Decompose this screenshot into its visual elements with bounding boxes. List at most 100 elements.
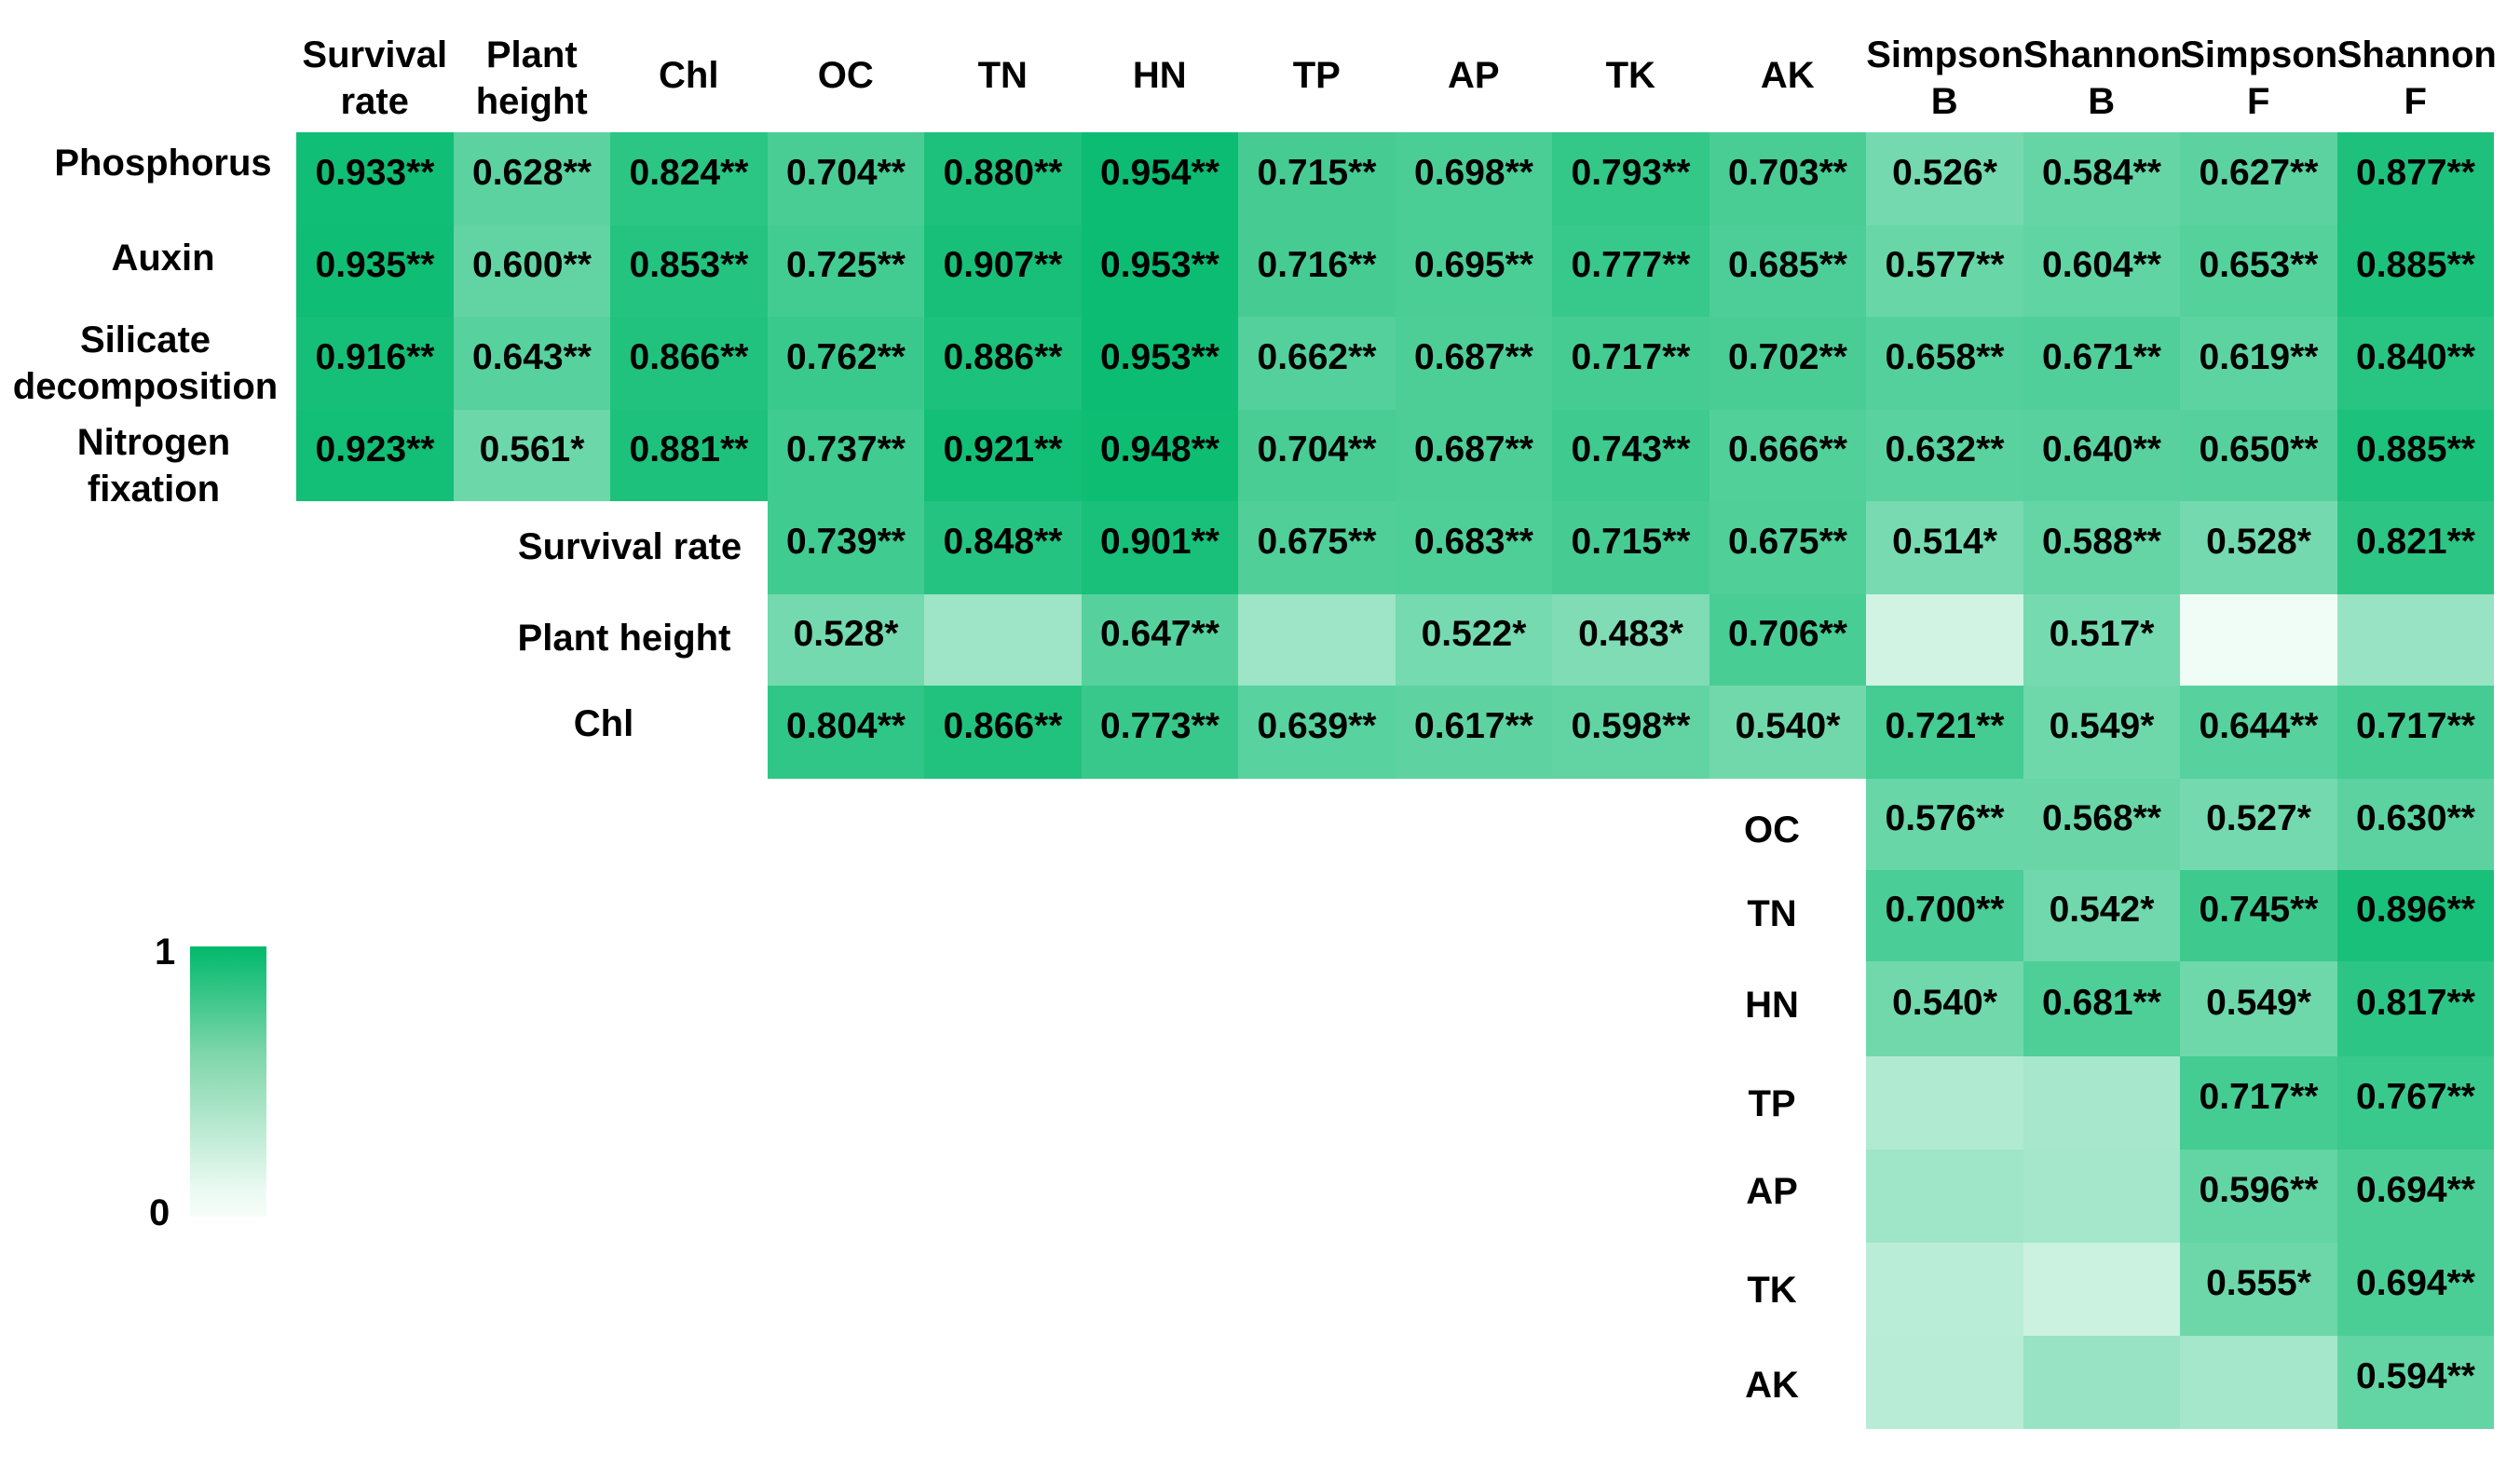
column-label: TK [1552,52,1709,99]
row-label: Nitrogen fixation [0,419,312,512]
heatmap-cell [1238,594,1396,686]
row-label-line: Chl [573,703,634,744]
column-label: Shannon F [2337,32,2497,125]
color-scale-bar [190,946,266,1217]
heatmap-cell: 0.824** [610,132,768,225]
cell-value-label: 0.666** [1728,429,1847,469]
heatmap-cell: 0.598** [1552,686,1710,779]
heatmap-cell: 0.739** [768,501,924,594]
heatmap-cell: 0.514* [1866,501,2023,594]
cell-value-label: 0.576** [1885,798,2005,838]
row-label-line: Nitrogen [76,422,231,463]
heatmap-cell: 0.640** [2023,410,2180,501]
cell-value-label: 0.514* [1892,522,1997,562]
heatmap-cell: 0.576** [1866,779,2023,870]
heatmap-cell: 0.840** [2337,317,2494,410]
heatmap-cell: 0.953** [1082,317,1238,410]
heatmap-cell: 0.700** [1866,870,2023,961]
row-label-line: Plant height [517,618,731,659]
heatmap-cell [1866,1150,2023,1243]
cell-value-label: 0.483* [1578,614,1683,654]
cell-value-label: 0.687** [1414,429,1533,469]
row-label-line: decomposition [12,366,279,407]
heatmap-cell: 0.694** [2337,1150,2494,1243]
cell-value-label: 0.540* [1735,706,1841,746]
cell-value-label: 0.517* [2049,614,2155,654]
heatmap-cell: 0.675** [1710,501,1866,594]
heatmap-cell: 0.954** [1082,132,1238,225]
cell-value-label: 0.596** [2199,1170,2319,1210]
cell-value-label: 0.866** [629,337,749,377]
column-label: HN [1082,52,1238,99]
heatmap-cell [2023,1056,2180,1150]
heatmap-cell: 0.704** [768,132,924,225]
row-label-line: Phosphorus [54,143,272,184]
cell-value-label: 0.853** [629,245,749,285]
heatmap-cell: 0.702** [1710,317,1866,410]
heatmap-cell [2023,1336,2180,1429]
heatmap-cell: 0.687** [1396,317,1552,410]
cell-value-label: 0.568** [2042,798,2161,838]
heatmap-cell: 0.901** [1082,501,1238,594]
heatmap-cell: 0.948** [1082,410,1238,501]
row-label: Plant height [466,615,783,661]
cell-value-label: 0.725** [786,245,906,285]
heatmap-cell: 0.627** [2180,132,2337,225]
cell-value-label: 0.717** [2356,706,2475,746]
heatmap-cell: 0.704** [1238,410,1396,501]
cell-value-label: 0.527* [2206,798,2311,838]
cell-value-label: 0.821** [2356,522,2475,562]
column-label-line: AP [1447,55,1500,96]
heatmap-cell: 0.666** [1710,410,1866,501]
cell-value-label: 0.619** [2199,337,2319,377]
heatmap-cell: 0.725** [768,225,924,317]
row-label: Auxin [5,235,321,281]
cell-value-label: 0.745** [2199,890,2319,930]
heatmap-cell: 0.737** [768,410,924,501]
cell-value-label: 0.877** [2356,153,2475,193]
column-label-line: F [2404,81,2427,122]
cell-value-label: 0.526* [1892,153,1997,193]
heatmap-cell: 0.517* [2023,594,2180,686]
cell-value-label: 0.658** [1885,337,2005,377]
cell-value-label: 0.817** [2356,983,2475,1023]
heatmap-cell: 0.703** [1710,132,1866,225]
heatmap-cell [1866,594,2023,686]
cell-value-label: 0.694** [2356,1263,2475,1303]
heatmap-cell: 0.653** [2180,225,2337,317]
row-label: TK [1614,1267,1930,1313]
cell-value-label: 0.702** [1728,337,1847,377]
column-label: Chl [610,52,767,99]
heatmap-cell: 0.685** [1710,225,1866,317]
heatmap-cell: 0.643** [454,317,610,410]
heatmap-cell: 0.793** [1552,132,1710,225]
heatmap-cell: 0.817** [2337,961,2494,1056]
cell-value-label: 0.540* [1892,983,1997,1023]
heatmap-cell: 0.542* [2023,870,2180,961]
cell-value-label: 0.675** [1728,522,1847,562]
heatmap-cell: 0.630** [2337,779,2494,870]
cell-value-label: 0.715** [1571,522,1691,562]
cell-value-label: 0.549* [2049,706,2155,746]
cell-value-label: 0.948** [1100,429,1219,469]
cell-value-label: 0.650** [2199,429,2319,469]
row-label-line: Auxin [111,238,215,279]
heatmap-cell: 0.885** [2337,225,2494,317]
heatmap-cell: 0.745** [2180,870,2337,961]
column-label: Simpson B [1866,32,2023,125]
heatmap-cell: 0.921** [924,410,1082,501]
cell-value-label: 0.886** [943,337,1063,377]
cell-value-label: 0.739** [786,522,906,562]
cell-value-label: 0.953** [1100,245,1219,285]
column-label-line: B [2088,81,2116,122]
heatmap-cell: 0.555* [2180,1243,2337,1336]
heatmap-cell: 0.658** [1866,317,2023,410]
column-label-line: TK [1605,55,1655,96]
cell-value-label: 0.840** [2356,337,2475,377]
cell-value-label: 0.594** [2356,1356,2475,1396]
cell-value-label: 0.528* [793,614,899,654]
heatmap-cell: 0.644** [2180,686,2337,779]
cell-value-label: 0.694** [2356,1170,2475,1210]
cell-value-label: 0.743** [1571,429,1691,469]
